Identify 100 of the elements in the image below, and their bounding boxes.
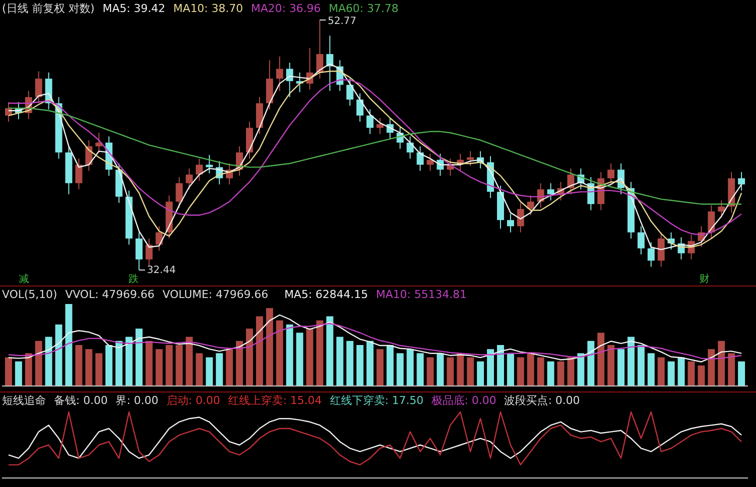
text: 极品底: 0.00: [430, 394, 496, 407]
bar: [366, 340, 374, 386]
bar: [356, 345, 364, 386]
bar: [507, 353, 514, 386]
bar: [166, 345, 173, 386]
text: MA10: 55134.81: [376, 288, 467, 301]
candlestick: [346, 78, 354, 106]
candlestick: [356, 92, 364, 122]
bar: [456, 353, 464, 386]
bar: [396, 353, 404, 386]
bar: [55, 324, 62, 386]
chart-title: (日线 前复权 对数): [2, 2, 95, 15]
text: MA5: 39.42: [102, 2, 166, 15]
text: 财: [699, 273, 710, 285]
bar: [196, 353, 203, 386]
bar: [658, 357, 665, 386]
bar: [276, 320, 284, 386]
text: 红线下穿卖: 17.50: [330, 394, 424, 407]
text: 备钱: 0.00: [54, 394, 108, 407]
bar: [206, 357, 213, 386]
candlestick: [276, 56, 284, 92]
bar: [105, 345, 112, 386]
candlestick: [326, 35, 334, 92]
bar: [537, 357, 544, 386]
bar: [176, 345, 183, 386]
bar: [648, 353, 655, 386]
candlestick: [466, 150, 474, 166]
candlestick: [75, 158, 82, 190]
text: VVOL: 47969.66: [65, 288, 155, 301]
candlestick: [507, 213, 514, 233]
bar: [376, 349, 384, 386]
bar: [577, 353, 584, 386]
bar: [115, 340, 122, 386]
bar: [236, 340, 243, 386]
text: 减: [18, 273, 29, 285]
bar: [738, 361, 745, 386]
bar: [557, 361, 564, 386]
candlestick: [146, 238, 153, 266]
bar: [728, 353, 735, 386]
bar: [416, 353, 424, 386]
candlestick: [406, 136, 414, 160]
candlestick: [206, 154, 213, 174]
bar: [386, 345, 394, 386]
bar: [436, 353, 444, 386]
bar: [146, 340, 153, 386]
bar: [466, 357, 474, 386]
bar: [446, 357, 454, 386]
bar: [246, 328, 254, 386]
text: MA60: 37.78: [328, 2, 398, 15]
bar: [517, 357, 524, 386]
bar: [296, 332, 304, 386]
bar: [587, 340, 594, 386]
chart-title: 短线追命: [2, 394, 46, 407]
bar: [688, 361, 695, 386]
bar: [75, 345, 82, 386]
series-label: MA5: 62844.15: [284, 288, 368, 301]
candlestick: [658, 232, 665, 268]
candlestick: [35, 70, 42, 104]
bar: [95, 353, 102, 386]
text: 红线上穿卖: 15.04: [228, 394, 322, 407]
bar: [617, 349, 625, 386]
series-label: VOLUME: 47969.66: [162, 288, 268, 301]
text: 波段买点: 0.00: [504, 394, 580, 407]
annotation: 32.44: [147, 265, 176, 276]
bar: [708, 349, 715, 386]
text: 界: 0.00: [116, 394, 158, 407]
candlestick: [648, 242, 655, 268]
bar: [25, 353, 32, 386]
bar: [256, 316, 264, 386]
bar: [306, 328, 314, 386]
candlestick: [366, 108, 374, 134]
text: MA20: 36.96: [251, 2, 321, 15]
text: 启动: 0.00: [166, 394, 220, 407]
bar: [45, 336, 52, 386]
bar: [668, 361, 675, 386]
bar: [346, 340, 354, 386]
bar: [266, 308, 274, 386]
annotation: 52.77: [328, 16, 356, 27]
bar: [476, 361, 484, 386]
bar: [216, 353, 223, 386]
bar: [628, 336, 635, 386]
bar: [496, 345, 504, 386]
bar: [547, 361, 554, 386]
bar: [316, 320, 324, 386]
chart-title: VOL(5,10): [2, 288, 58, 301]
candlestick: [738, 172, 745, 192]
bar: [567, 357, 574, 386]
candlestick: [196, 158, 203, 182]
bar: [698, 366, 705, 386]
candlestick: [607, 163, 614, 185]
bar: [286, 324, 294, 386]
candlestick: [517, 202, 524, 233]
bar: [136, 328, 143, 386]
bar: [156, 349, 163, 386]
bar: [527, 353, 534, 386]
candlestick: [376, 118, 384, 134]
candlestick: [416, 146, 424, 172]
text: MA10: 38.70: [173, 2, 244, 15]
bar: [65, 304, 72, 386]
candlestick: [176, 176, 183, 208]
